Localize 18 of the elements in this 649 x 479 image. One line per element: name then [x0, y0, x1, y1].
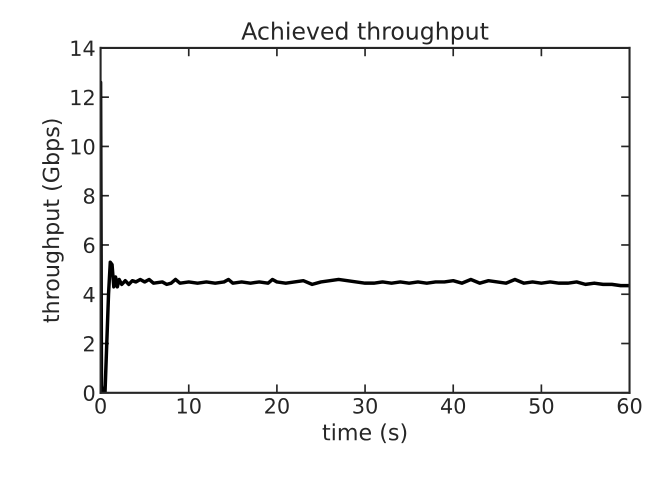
- y-tick-label: 4: [84, 286, 95, 302]
- y-tick-label: 10: [72, 138, 94, 155]
- x-tick-label: 0: [95, 398, 106, 414]
- y-tick-label: 0: [84, 385, 94, 401]
- x-tick-label: 60: [618, 398, 642, 414]
- chart-title: Achieved throughput: [241, 22, 488, 44]
- x-axis-title: time (s): [322, 423, 406, 444]
- y-tick-label: 6: [84, 237, 94, 254]
- x-tick-label: 30: [353, 398, 377, 414]
- y-tick-label: 14: [72, 40, 95, 56]
- x-tick-label: 20: [265, 398, 289, 414]
- y-tick-label: 12: [72, 90, 94, 106]
- x-tick-label: 10: [178, 398, 201, 414]
- y-tick-label: 8: [84, 188, 94, 204]
- y-tick-label: 2: [84, 336, 94, 352]
- x-tick-label: 40: [440, 398, 466, 414]
- y-axis-title: throughput (Gbps): [42, 119, 64, 323]
- x-tick-label: 50: [530, 398, 554, 414]
